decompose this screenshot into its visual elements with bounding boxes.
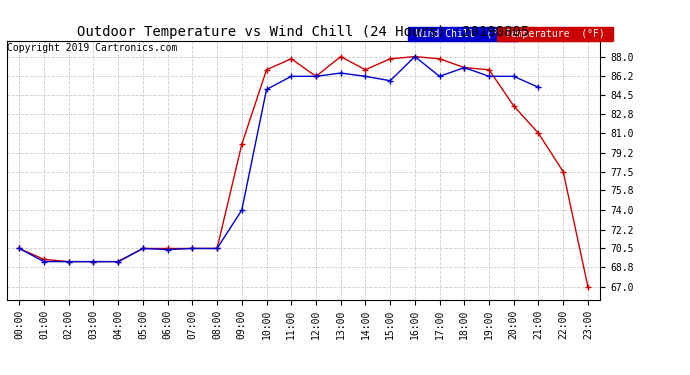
Title: Outdoor Temperature vs Wind Chill (24 Hours)  20190805: Outdoor Temperature vs Wind Chill (24 Ho… <box>77 25 530 39</box>
Text: Temperature  (°F): Temperature (°F) <box>500 28 611 39</box>
Text: Wind Chill  (°F): Wind Chill (°F) <box>411 28 516 39</box>
Text: Copyright 2019 Cartronics.com: Copyright 2019 Cartronics.com <box>7 43 177 52</box>
